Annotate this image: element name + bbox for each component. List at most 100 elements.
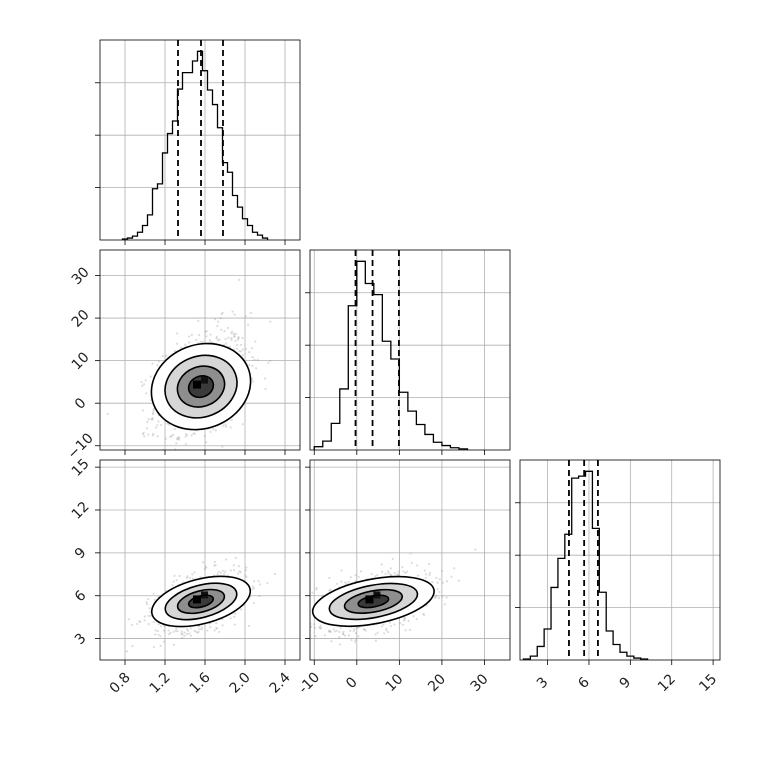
scatter-point <box>192 432 195 435</box>
scatter-point <box>389 624 392 628</box>
density-core <box>193 595 201 604</box>
scatter-point <box>159 635 162 638</box>
scatter-point <box>252 601 255 605</box>
scatter-point <box>203 435 206 438</box>
scatter-point <box>190 434 193 437</box>
scatter-point <box>200 628 203 631</box>
scatter-point <box>194 630 198 633</box>
scatter-point <box>159 644 162 647</box>
scatter-point <box>177 436 180 439</box>
scatter-point <box>319 627 322 630</box>
scatter-point <box>145 392 148 395</box>
scatter-point <box>233 615 236 618</box>
scatter-point <box>248 351 251 354</box>
scatter-point <box>237 336 240 339</box>
scatter-point <box>147 598 150 601</box>
scatter-point <box>338 636 341 639</box>
scatter-point <box>143 619 146 622</box>
scatter-point <box>195 338 198 342</box>
axes-frame <box>309 249 511 451</box>
scatter-point <box>221 311 224 314</box>
scatter-point <box>213 564 216 567</box>
scatter-point <box>227 336 230 339</box>
scatter-point <box>403 618 406 621</box>
scatter-point <box>241 336 244 340</box>
scatter-point <box>374 633 377 636</box>
contour-line <box>164 582 238 621</box>
scatter-point <box>184 443 187 446</box>
scatter-point <box>336 582 339 586</box>
scatter-point <box>318 626 321 629</box>
scatter-point <box>209 626 212 629</box>
scatter-point <box>215 626 218 630</box>
contour-line <box>150 342 252 431</box>
scatter-point <box>175 627 178 630</box>
scatter-point <box>251 355 254 359</box>
scatter-point <box>354 574 357 577</box>
scatter-point <box>399 622 402 625</box>
scatter-point <box>224 337 227 341</box>
scatter-point <box>397 570 400 573</box>
scatter-point <box>151 418 154 421</box>
scatter-point <box>433 596 437 600</box>
scatter-point <box>338 643 342 646</box>
scatter-point <box>174 448 177 450</box>
scatter-point <box>185 633 189 636</box>
scatter-point <box>203 568 206 571</box>
scatter-point <box>314 635 317 638</box>
scatter-point <box>179 346 182 349</box>
scatter-point <box>233 335 236 338</box>
scatter-point <box>167 629 170 632</box>
scatter-point <box>152 620 155 624</box>
axes-frame <box>99 459 301 661</box>
scatter-point <box>183 634 186 638</box>
scatter-point <box>445 580 449 583</box>
scatter-point <box>225 342 228 345</box>
scatter-point <box>248 364 251 367</box>
scatter-point <box>161 354 164 358</box>
contour-line <box>187 375 215 399</box>
scatter-point <box>239 608 243 611</box>
scatter-point <box>201 561 205 564</box>
scatter-point <box>362 628 366 631</box>
scatter-point <box>264 377 267 380</box>
scatter-layer <box>310 548 477 646</box>
scatter-point <box>323 634 326 637</box>
scatter-point <box>415 617 418 621</box>
scatter-point <box>235 343 239 347</box>
scatter-point <box>251 585 255 588</box>
scatter-point <box>130 623 133 627</box>
scatter-point <box>244 315 247 318</box>
scatter-point <box>145 427 149 430</box>
scatter-point <box>410 561 413 565</box>
scatter-point <box>382 623 385 626</box>
scatter-point <box>198 628 201 631</box>
density-core <box>201 376 208 384</box>
scatter-point <box>385 627 388 630</box>
scatter-point <box>241 348 244 351</box>
scatter-point <box>180 632 183 635</box>
scatter-point <box>238 278 241 281</box>
scatter-point <box>209 333 212 336</box>
scatter-point <box>395 573 399 576</box>
scatter-point <box>241 354 244 357</box>
scatter-point <box>184 433 187 436</box>
scatter-point <box>154 426 158 429</box>
scatter-point <box>440 569 444 573</box>
contour-line <box>176 588 226 615</box>
scatter-point <box>353 640 356 643</box>
scatter-point <box>163 640 166 643</box>
scatter-point <box>217 570 220 574</box>
scatter-point <box>412 615 415 618</box>
scatter-point <box>159 625 162 628</box>
scatter-point <box>173 428 176 431</box>
scatter-point <box>147 418 150 421</box>
scatter-point <box>173 349 176 353</box>
scatter-point <box>315 586 318 590</box>
scatter-point <box>234 332 237 335</box>
scatter-point <box>240 350 243 353</box>
scatter-point <box>428 574 431 577</box>
scatter-point <box>249 311 252 315</box>
scatter-point <box>156 424 159 427</box>
